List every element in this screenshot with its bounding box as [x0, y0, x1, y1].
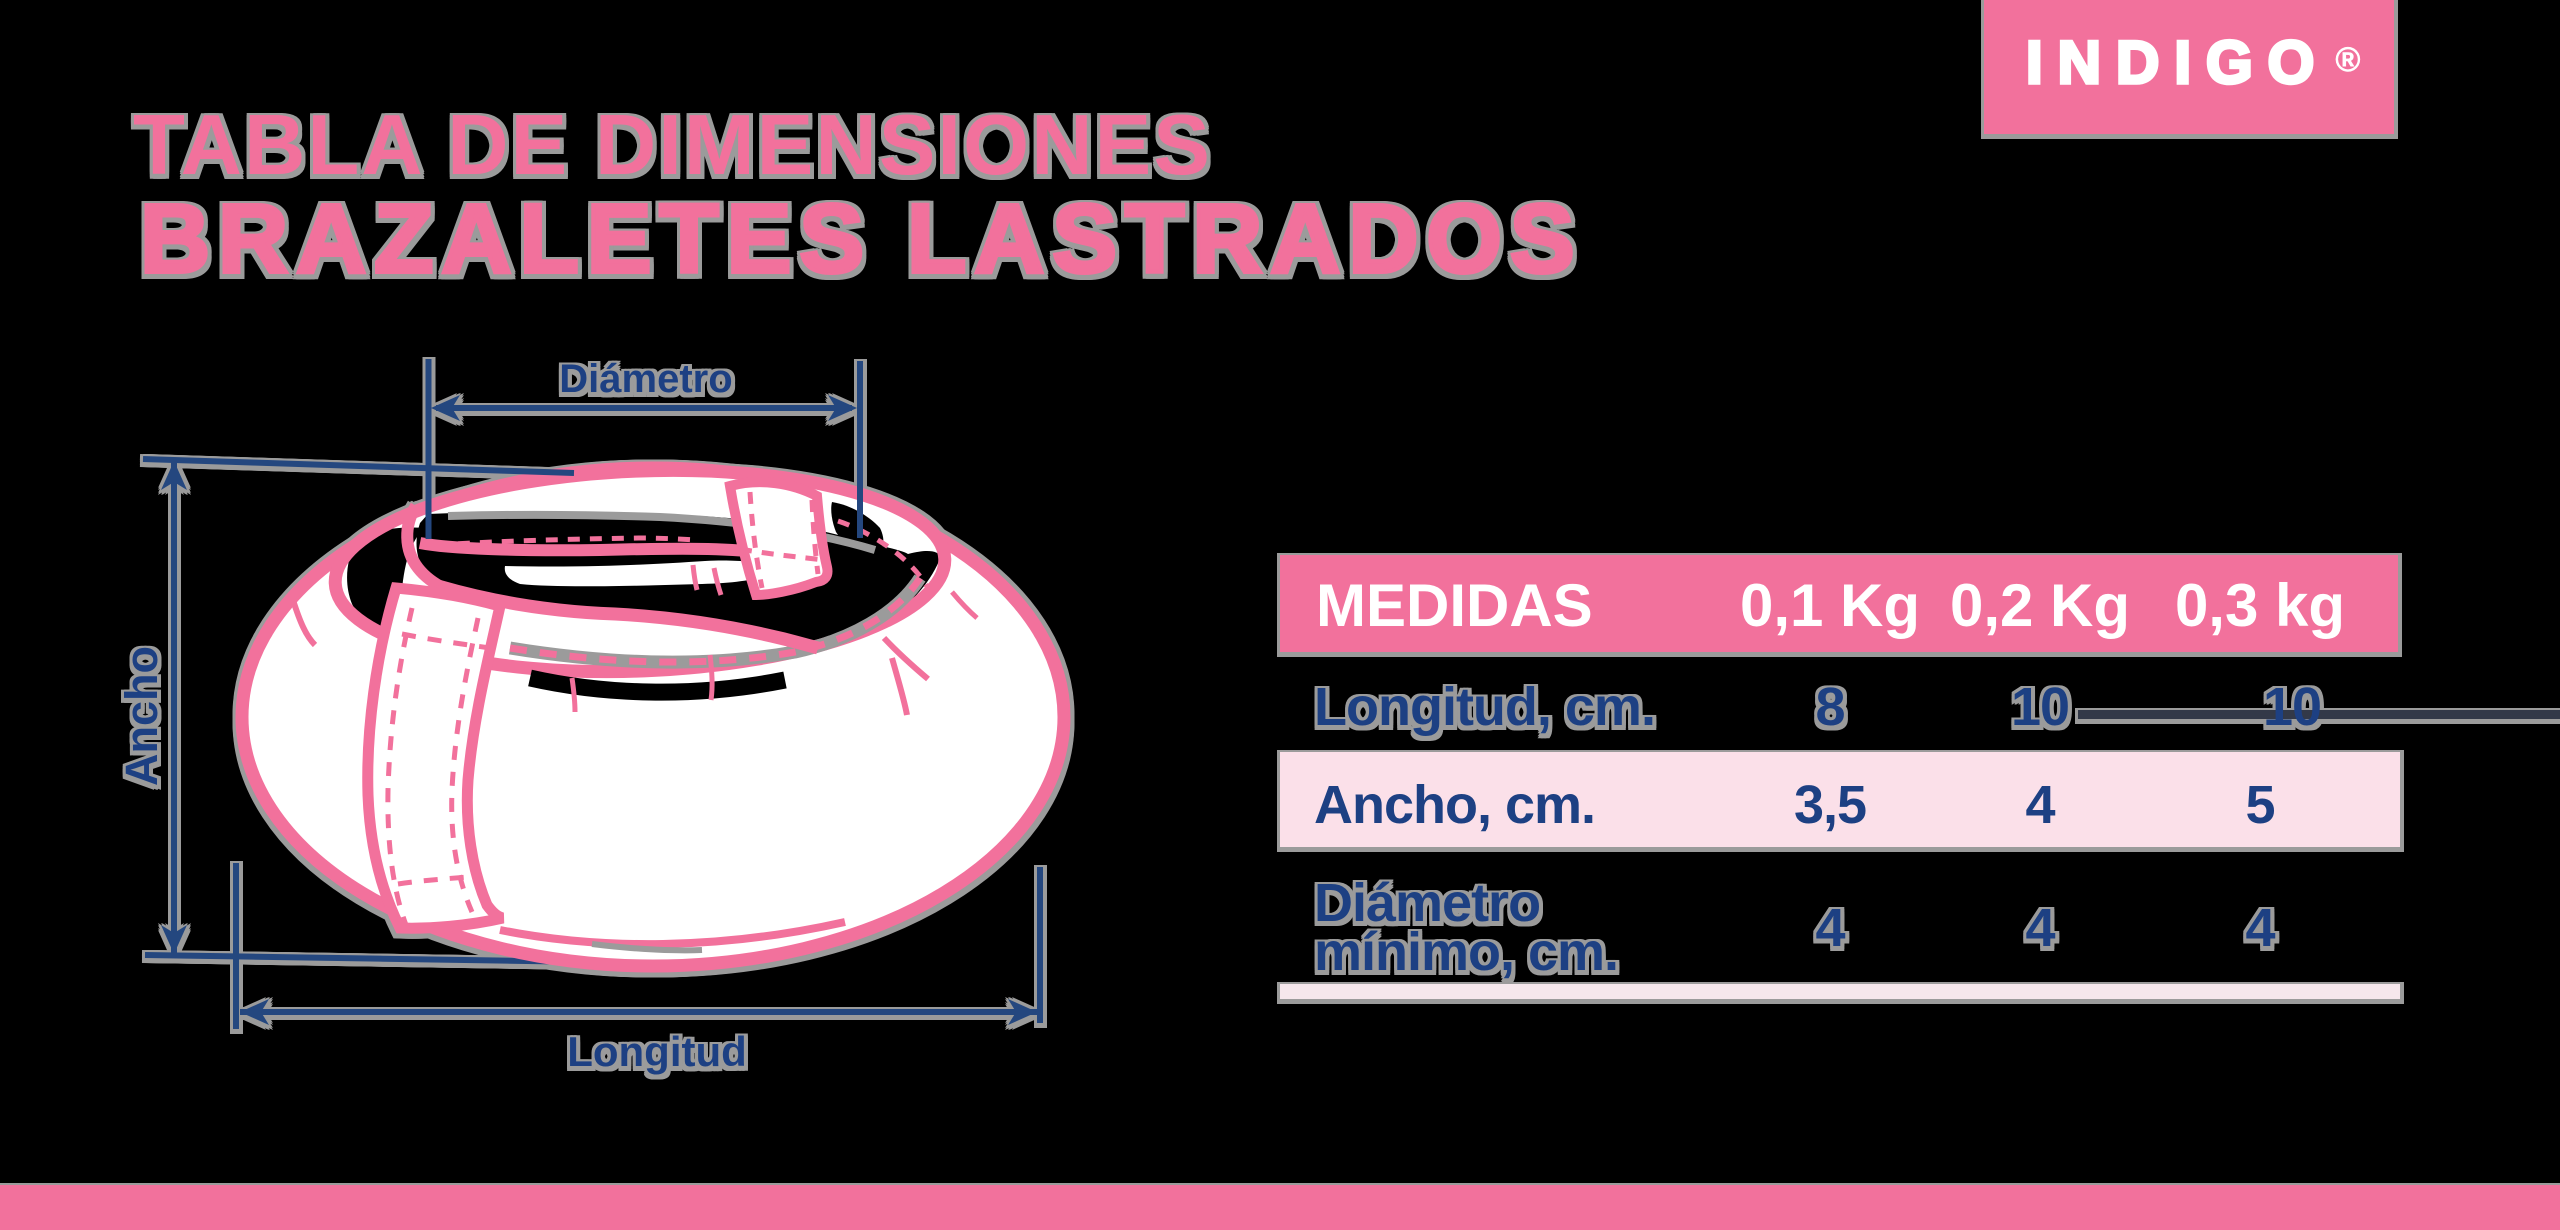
svg-text:Diámetro: Diámetro — [559, 357, 732, 401]
svg-text:Ancho: Ancho — [116, 646, 167, 786]
svg-text:Longitud: Longitud — [567, 1028, 747, 1075]
